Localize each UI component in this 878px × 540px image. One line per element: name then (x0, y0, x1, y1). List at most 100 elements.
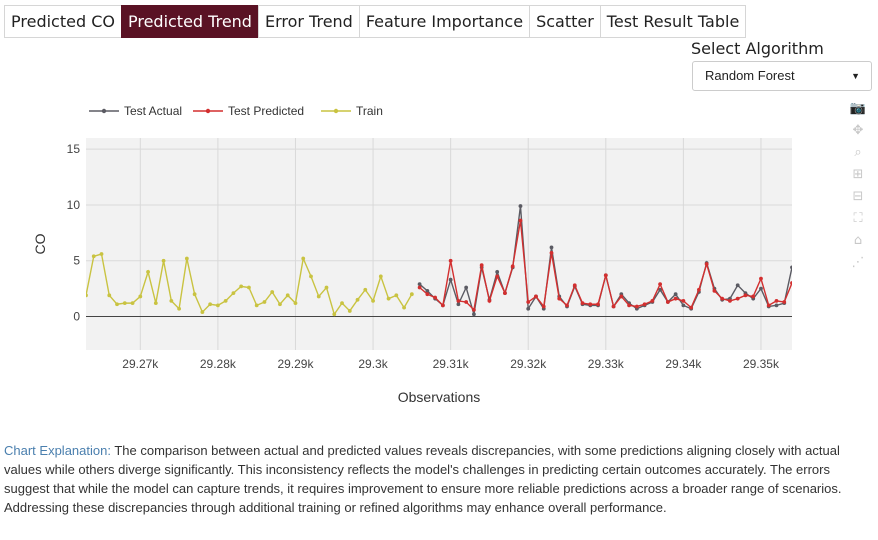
algorithm-label: Select Algorithm (691, 39, 824, 58)
plot-area (86, 138, 792, 350)
data-point-train (153, 301, 158, 306)
data-point-train (231, 291, 236, 295)
chart-explanation: Chart Explanation: The comparison betwee… (4, 441, 854, 517)
legend-label-train: Train (356, 104, 383, 118)
data-point-test-predicted (588, 302, 593, 307)
zoom-in-icon[interactable]: ⊞ (852, 167, 864, 182)
chart-explanation-label: Chart Explanation: (4, 443, 111, 458)
data-point-test-predicted (650, 299, 655, 303)
data-point-train (332, 312, 337, 317)
data-point-test-predicted (720, 296, 725, 301)
data-point-test-predicted (665, 300, 670, 304)
data-point-train (301, 256, 306, 261)
data-point-test-predicted (580, 301, 585, 306)
data-point-train (91, 254, 96, 259)
tab-error-trend[interactable]: Error Trend (257, 5, 360, 38)
data-point-train (161, 258, 166, 263)
zoom-out-icon[interactable]: ⊟ (852, 189, 864, 204)
legend-marker-test-predicted (205, 108, 211, 114)
data-point-test-predicted (557, 296, 562, 301)
data-point-test-predicted (472, 307, 476, 312)
tab-bar: Predicted CO Predicted Trend Error Trend Fe… (4, 5, 747, 38)
data-point-test-actual (658, 287, 663, 292)
tab-feature-importance[interactable]: Feature Importance (358, 5, 531, 38)
data-point-test-actual (735, 283, 740, 288)
data-point-train (378, 274, 383, 279)
data-point-test-predicted (534, 294, 538, 299)
data-point-test-predicted (743, 293, 748, 298)
x-tick-label: 29.33k (588, 357, 625, 371)
chart-explanation-text: The comparison between actual and predic… (4, 443, 842, 515)
data-point-train (99, 252, 104, 256)
autoscale-icon[interactable]: ⛶ (853, 211, 863, 226)
x-tick-label: 29.29k (277, 357, 314, 371)
x-tick-label: 29.31k (433, 357, 470, 371)
camera-icon[interactable]: 📷 (849, 101, 867, 116)
pan-icon[interactable]: ✥ (852, 123, 864, 138)
data-point-test-predicted (689, 305, 694, 310)
data-point-test-predicted (766, 303, 771, 308)
data-point-test-predicted (728, 299, 732, 303)
data-point-test-actual (448, 277, 453, 282)
data-point-train (293, 301, 298, 306)
data-point-test-actual (681, 303, 686, 308)
data-point-test-actual (526, 306, 531, 311)
data-point-test-predicted (658, 282, 663, 287)
data-point-test-actual (495, 269, 500, 274)
data-point-test-predicted (774, 299, 779, 303)
data-point-test-actual (464, 285, 469, 290)
data-point-test-predicted (510, 264, 515, 269)
tab-scatter[interactable]: Scatter (529, 5, 601, 38)
home-icon[interactable]: ⌂ (853, 233, 863, 248)
data-point-train (107, 293, 112, 298)
data-point-train (223, 299, 228, 303)
x-tick-label: 29.3k (358, 357, 388, 371)
data-point-test-predicted (712, 288, 717, 293)
x-tick-label: 29.28k (200, 357, 237, 371)
data-point-test-predicted (526, 300, 531, 304)
x-axis-title: Observations (398, 389, 480, 405)
data-point-train (309, 274, 313, 279)
data-point-test-predicted (487, 299, 492, 303)
algorithm-select[interactable]: Random Forest ▼ (692, 61, 872, 91)
data-point-test-actual (456, 302, 461, 307)
tab-test-result-table[interactable]: Test Result Table (599, 5, 747, 38)
data-point-train (363, 287, 368, 292)
data-point-train (200, 310, 205, 314)
data-point-test-predicted (479, 263, 484, 268)
algorithm-selected-value: Random Forest (705, 68, 795, 83)
x-tick-label: 29.34k (665, 357, 702, 371)
data-point-train (86, 293, 88, 298)
data-point-test-predicted (495, 274, 500, 279)
data-point-test-predicted (565, 303, 569, 308)
data-point-test-predicted (790, 281, 792, 285)
legend-marker-train (333, 108, 339, 114)
data-point-test-actual (759, 286, 763, 291)
data-point-test-predicted (549, 251, 554, 255)
data-point-train (340, 301, 344, 306)
data-point-train (386, 296, 391, 301)
data-point-train (115, 302, 119, 307)
data-point-test-actual (417, 282, 422, 287)
data-point-test-predicted (518, 218, 523, 223)
data-point-test-predicted (456, 299, 461, 303)
trend-chart: 29.27k 29.28k 29.29k 29.3k 29.31k 29.32k 29.33… (32, 104, 792, 405)
data-point-train (247, 285, 251, 290)
data-point-test-actual (425, 288, 430, 293)
y-tick-label: 15 (67, 142, 81, 156)
data-point-test-predicted (448, 258, 453, 263)
data-point-train (402, 305, 406, 310)
data-point-test-predicted (619, 294, 624, 299)
tab-predicted-trend[interactable]: Predicted Trend (120, 5, 259, 38)
tab-predicted-co[interactable]: Predicted CO (4, 5, 122, 38)
data-point-test-predicted (440, 303, 445, 308)
data-point-test-predicted (596, 302, 600, 307)
data-point-train (324, 285, 329, 290)
chart-modebar: 📷 ✥ ⌕ ⊞ ⊟ ⛶ ⌂ ⋰ (848, 98, 868, 274)
data-point-train (184, 256, 189, 261)
data-point-train (262, 300, 267, 304)
spike-lines-icon[interactable]: ⋰ (851, 255, 865, 270)
zoom-icon[interactable]: ⌕ (854, 145, 862, 160)
data-point-train (285, 293, 290, 298)
chevron-down-icon: ▼ (851, 71, 860, 81)
